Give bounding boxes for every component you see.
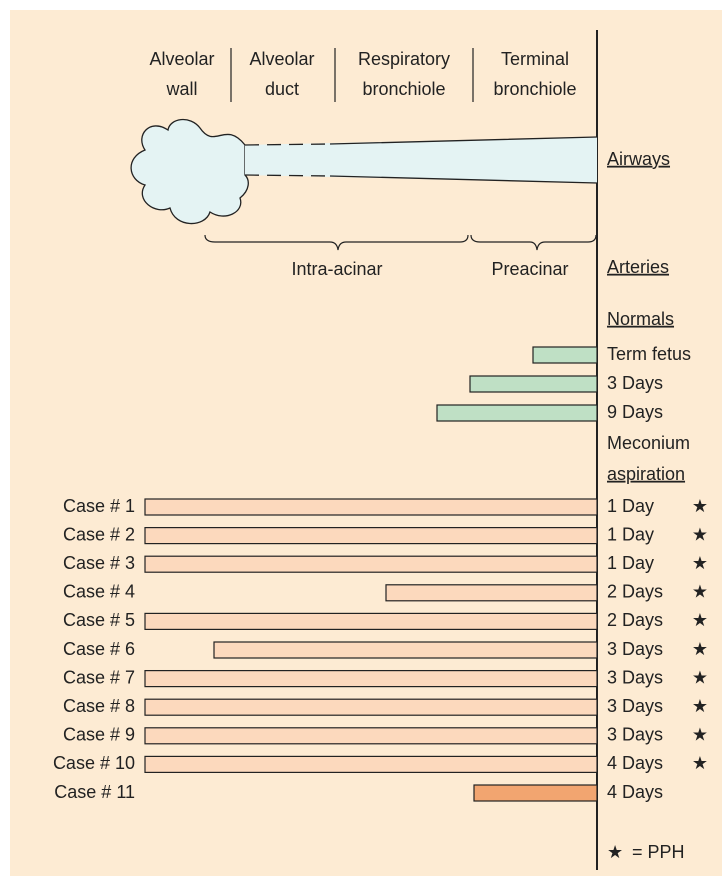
case-bar [144, 669, 598, 688]
airway-wall [329, 136, 598, 184]
column-header: Alveolar [249, 49, 314, 69]
normal-label: 9 Days [607, 402, 663, 422]
case-age: 3 Days [607, 639, 663, 659]
case-name: Case # 7 [63, 667, 135, 687]
column-header: wall [165, 79, 197, 99]
case-bar [473, 784, 598, 802]
arteries-label: Arteries [607, 257, 669, 277]
case-age: 1 Day [607, 524, 654, 544]
pph-star: ★ [692, 725, 708, 745]
case-name: Case # 10 [53, 753, 135, 773]
column-dividers [230, 48, 474, 102]
case-name: Case # 8 [63, 696, 135, 716]
segment-label: Preacinar [491, 259, 568, 279]
column-header: Terminal [501, 49, 569, 69]
case-bar [144, 698, 598, 716]
case-bar [144, 498, 598, 516]
legend-text: = PPH [632, 842, 685, 862]
case-age: 3 Days [607, 696, 663, 716]
case-bar [144, 755, 598, 774]
normal-label: Term fetus [607, 344, 691, 364]
airway-tube [245, 137, 597, 183]
column-header: duct [265, 79, 299, 99]
column-header: Respiratory [358, 49, 450, 69]
airway-dashed [244, 143, 331, 177]
case-bar [144, 612, 598, 631]
column-header: bronchiole [362, 79, 445, 99]
case-name: Case # 1 [63, 496, 135, 516]
pph-star: ★ [692, 582, 708, 602]
normal-bar [532, 346, 598, 364]
case-age: 3 Days [607, 667, 663, 687]
case-name: Case # 5 [63, 610, 135, 630]
case-name: Case # 9 [63, 725, 135, 745]
column-header: bronchiole [493, 79, 576, 99]
case-bar [385, 584, 598, 602]
case-name: Case # 11 [54, 782, 135, 802]
case-age: 1 Day [607, 553, 654, 573]
normals-heading: Normals [607, 309, 674, 329]
normal-bar [469, 375, 598, 393]
segment-label: Intra-acinar [291, 259, 382, 279]
case-bar [144, 555, 598, 573]
case-age: 4 Days [607, 782, 663, 802]
case-name: Case # 4 [63, 582, 135, 602]
pph-star: ★ [692, 639, 708, 659]
case-name: Case # 2 [63, 524, 135, 544]
pph-star: ★ [692, 753, 708, 773]
case-age: 2 Days [607, 582, 663, 602]
normal-label: 3 Days [607, 373, 663, 393]
case-age: 3 Days [607, 725, 663, 745]
case-age: 2 Days [607, 610, 663, 630]
pph-star: ★ [692, 496, 708, 516]
meconium-heading: Meconium [607, 433, 690, 453]
legend-symbol: ★ [607, 842, 623, 862]
case-age: 1 Day [607, 496, 654, 516]
case-name: Case # 6 [63, 639, 135, 659]
brace-intra [204, 234, 469, 251]
case-bar [213, 641, 598, 659]
pph-star: ★ [692, 610, 708, 630]
pph-star: ★ [692, 524, 708, 544]
case-name: Case # 3 [63, 553, 135, 573]
column-header: Alveolar [149, 49, 214, 69]
airways-label: Airways [607, 149, 670, 169]
pph-star: ★ [692, 667, 708, 687]
alveolus-cloud [130, 118, 249, 225]
normal-bar [436, 404, 598, 422]
brace-pre [470, 234, 597, 251]
case-bar [144, 526, 598, 545]
case-age: 4 Days [607, 753, 663, 773]
pph-star: ★ [692, 553, 708, 573]
meconium-heading: aspiration [607, 464, 685, 484]
pph-star: ★ [692, 696, 708, 716]
case-bar [144, 727, 598, 745]
